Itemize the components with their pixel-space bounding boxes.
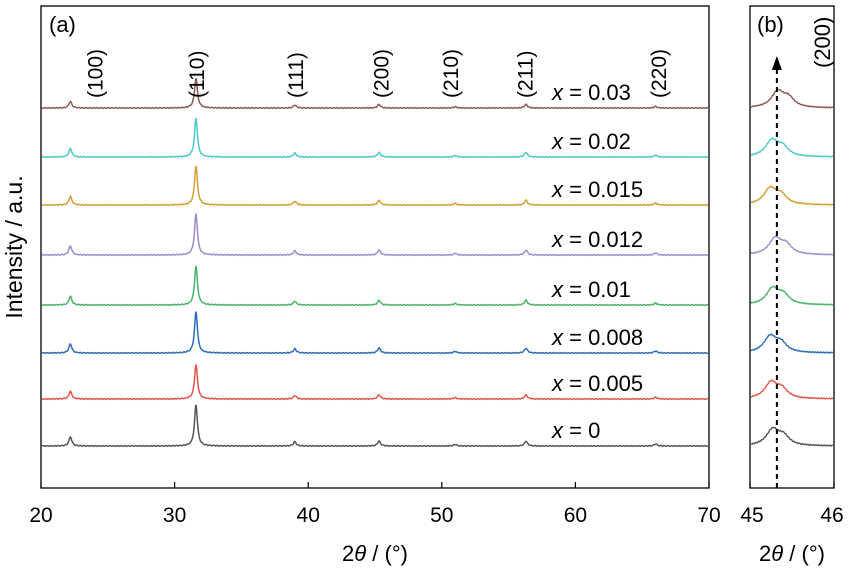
series-trace [41, 213, 709, 257]
panel-a-traces [41, 77, 709, 448]
hkl-label: (211) [515, 51, 538, 98]
series-trace [750, 379, 834, 400]
series-label-value: = 0.02 [563, 129, 631, 154]
panel-b-traces [750, 88, 834, 447]
series-label-var: x [551, 129, 564, 154]
series-label-value: = 0.03 [563, 80, 631, 105]
panel-b-label: (b) [757, 12, 784, 37]
series-label: x = 0.008 [551, 325, 643, 350]
x-tick-label: 46 [820, 504, 843, 527]
series-trace [750, 235, 834, 256]
series-trace [41, 165, 709, 207]
x-axis-label-var: θ [771, 541, 783, 566]
x-tick-label: 50 [430, 504, 453, 527]
series-trace [41, 77, 709, 110]
series-trace [750, 137, 834, 158]
series-trace [41, 364, 709, 401]
series-label-value: = 0.012 [563, 227, 643, 252]
panel-a-hkl-labels: (100) (110) (111) (200) (210) (211) (220) [84, 49, 671, 98]
series-label: x = 0.01 [551, 277, 631, 302]
series-label-var: x [551, 80, 564, 105]
series-label-value: = 0 [563, 418, 600, 443]
panel-b-arrowhead [771, 56, 782, 70]
series-trace [750, 88, 834, 109]
x-axis-label-unit: / (°) [366, 541, 408, 566]
series-label-var: x [551, 277, 564, 302]
series-trace [41, 311, 709, 355]
series-label-var: x [551, 177, 564, 202]
panel-a: (a) 20 30 40 50 60 70 (100) (110) (111) (200) (21… [1, 5, 721, 566]
x-tick-label: 30 [163, 504, 186, 527]
panel-a-y-axis-label: Intensity / a.u. [1, 175, 27, 318]
x-tick-label: 70 [697, 504, 720, 527]
x-tick-label: 40 [297, 504, 320, 527]
series-trace [41, 117, 709, 159]
x-axis-label-prefix: 2 [759, 541, 771, 566]
series-label: x = 0.015 [551, 177, 643, 202]
hkl-label: (100) [84, 49, 107, 98]
series-label: x = 0.03 [551, 80, 631, 105]
hkl-label: (210) [440, 49, 463, 98]
series-trace [41, 404, 709, 448]
series-trace [750, 426, 834, 447]
panel-b-x-axis-label: 2θ / (°) [759, 541, 825, 566]
x-tick-label: 20 [29, 504, 52, 527]
panel-a-x-ticks: 20 30 40 50 60 70 [29, 482, 721, 527]
series-label-value: = 0.015 [563, 177, 643, 202]
panel-b-annotation: (200) [810, 17, 835, 68]
series-label: x = 0.02 [551, 129, 631, 154]
hkl-label: (200) [370, 49, 393, 98]
panel-a-frame [40, 5, 710, 489]
panel-a-x-axis-label: 2θ / (°) [342, 541, 408, 566]
series-label-value: = 0.008 [563, 325, 643, 350]
series-label-var: x [551, 371, 564, 396]
series-label: x = 0 [551, 418, 600, 443]
x-axis-label-prefix: 2 [342, 541, 354, 566]
hkl-label: (110) [186, 51, 209, 98]
series-label-var: x [551, 325, 564, 350]
hkl-label: (111) [285, 52, 308, 98]
panel-b-frame [749, 5, 835, 489]
panel-a-label: (a) [49, 12, 76, 37]
panel-b: (b) (200) 45 46 2θ / (°) [740, 5, 844, 566]
panel-b-x-ticks: 45 46 [740, 482, 844, 527]
x-axis-label-unit: / (°) [783, 541, 825, 566]
series-label: x = 0.012 [551, 227, 643, 252]
series-label-var: x [551, 418, 564, 443]
series-trace [750, 333, 834, 354]
x-tick-label: 45 [740, 504, 763, 527]
series-trace [41, 265, 709, 307]
series-label-value: = 0.01 [563, 277, 631, 302]
x-axis-label-var: θ [354, 541, 366, 566]
series-trace [750, 185, 834, 206]
series-label-var: x [551, 227, 564, 252]
series-trace [750, 285, 834, 306]
hkl-label: (220) [648, 49, 671, 98]
series-label: x = 0.005 [551, 371, 643, 396]
x-tick-label: 60 [564, 504, 587, 527]
series-label-value: = 0.005 [563, 371, 643, 396]
